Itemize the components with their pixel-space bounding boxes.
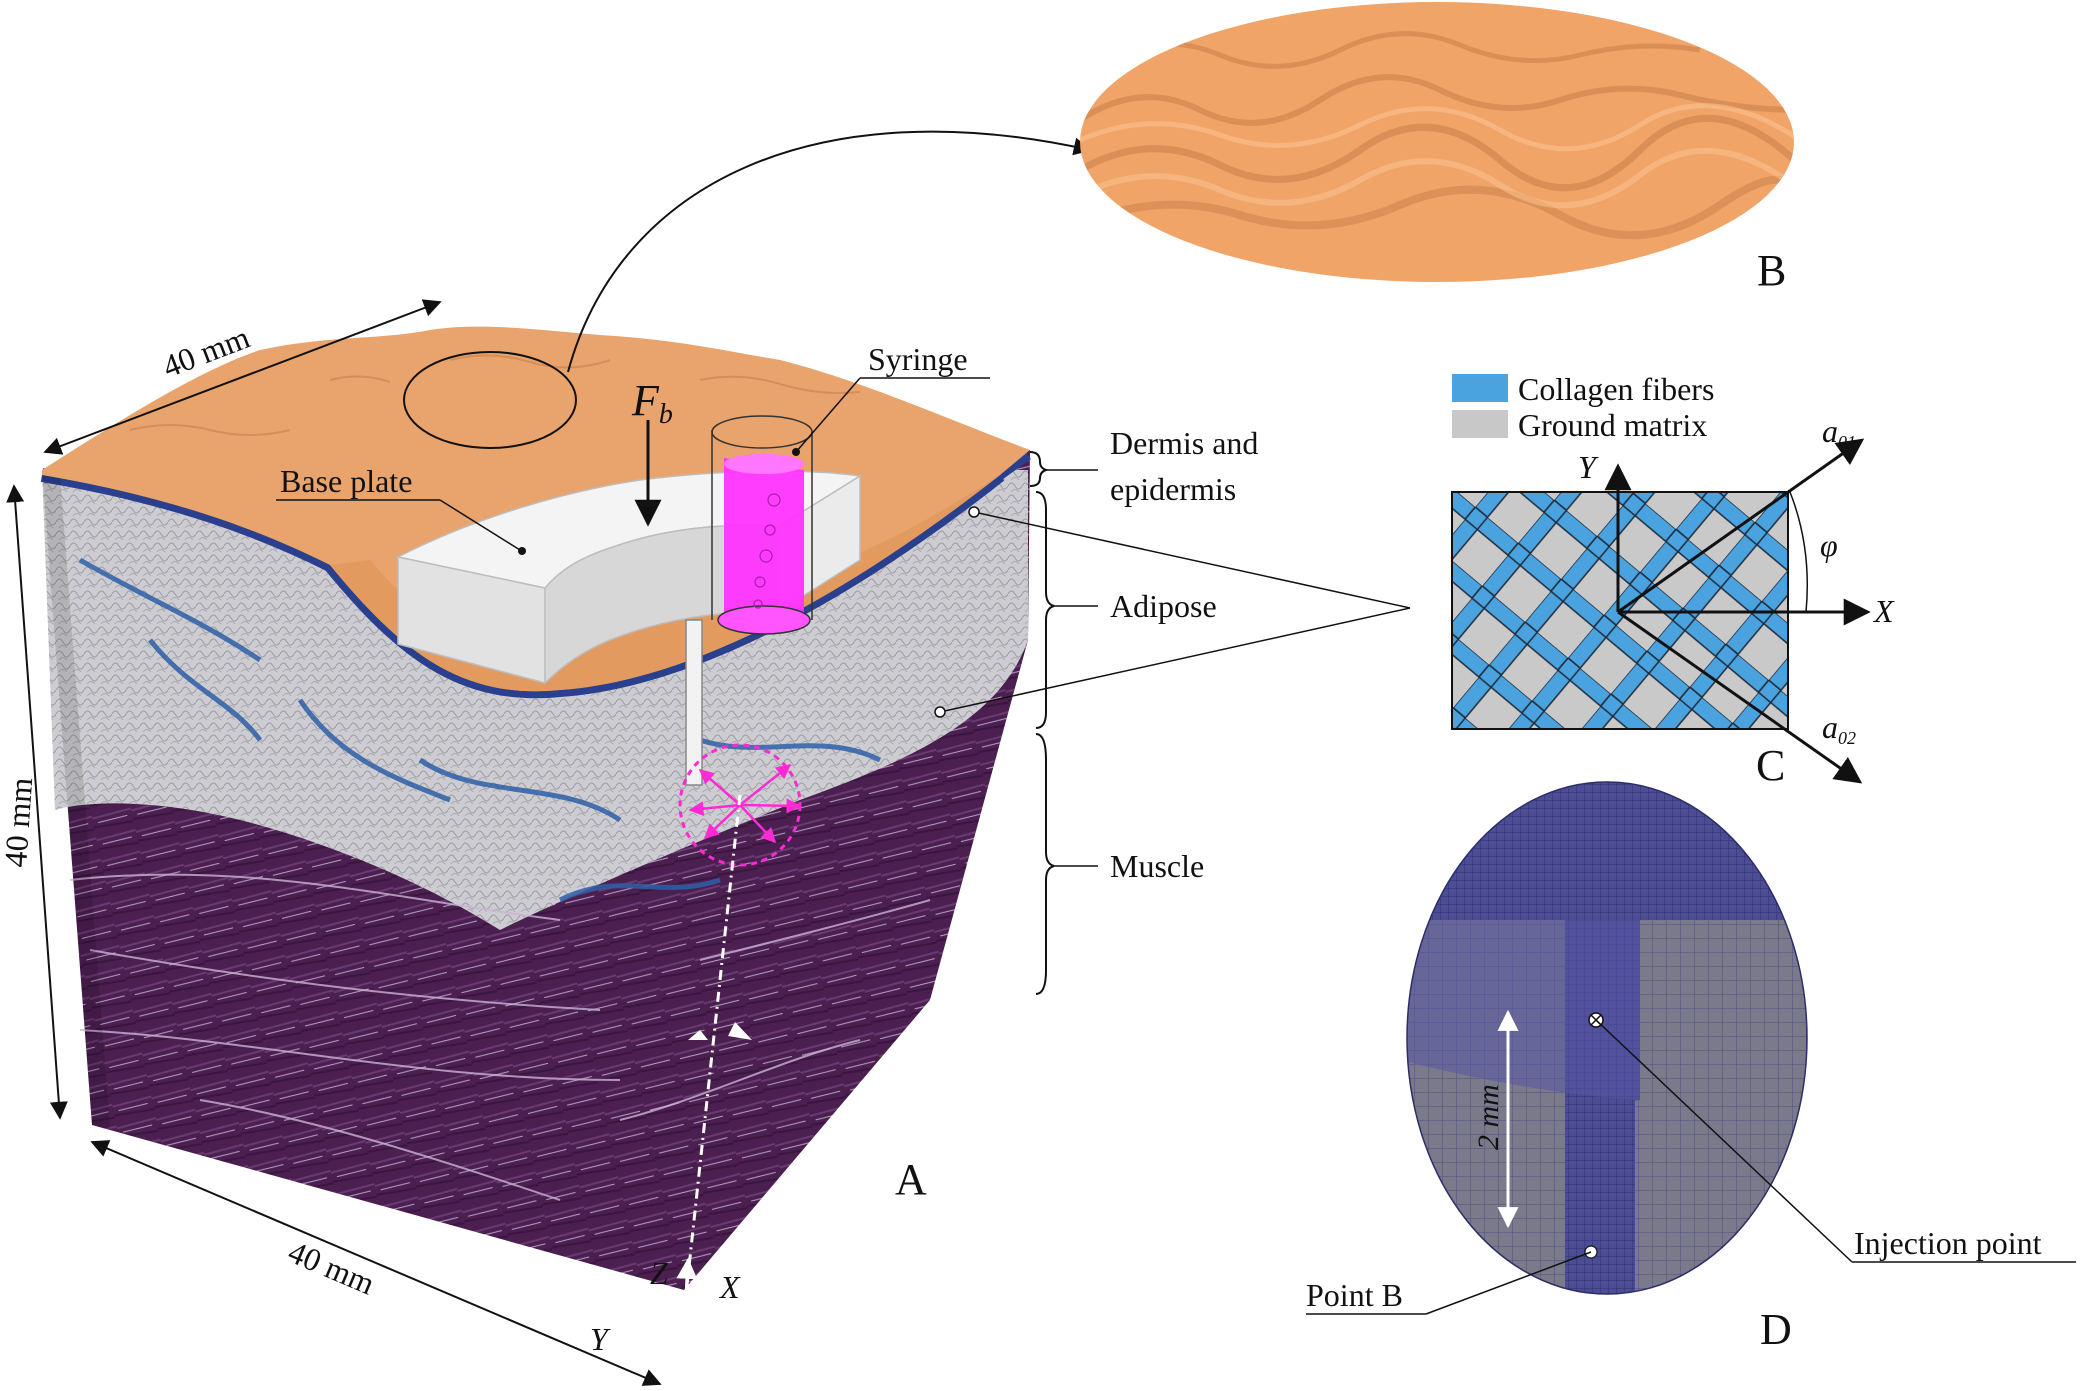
skin-surface-ellipse xyxy=(1080,2,1794,282)
axis-y-label: Y xyxy=(590,1321,611,1357)
dermis-label-line2: epidermis xyxy=(1110,471,1236,507)
axis-z-label: Z xyxy=(650,1255,669,1291)
skin-surface-relief xyxy=(1080,31,1794,240)
legend-label-matrix: Ground matrix xyxy=(1518,407,1707,443)
c-a01-axis xyxy=(1617,438,1865,614)
panel-a-tissue-block: Z X Y Fb Base plate Syringe 40 mm 40 mm … xyxy=(0,130,1411,1386)
injection-arrows xyxy=(688,764,802,844)
base-plate-leader-2 xyxy=(439,499,521,551)
adipose-label: Adipose xyxy=(1110,588,1217,624)
dermis-label-line1: Dermis and xyxy=(1110,425,1258,461)
panel-letter-b: B xyxy=(1757,246,1786,295)
to-c-dot-lower xyxy=(934,706,946,718)
syringe-fluid-top xyxy=(724,454,804,474)
zoom-arrow-to-b xyxy=(567,130,1092,373)
point-b-label: Point B xyxy=(1306,1277,1403,1313)
legend-label-collagen: Collagen fibers xyxy=(1518,371,1714,407)
syringe-bubbles xyxy=(753,493,781,609)
legend-swatch-matrix xyxy=(1452,410,1508,438)
syringe-fluid xyxy=(724,458,804,621)
syringe xyxy=(685,415,813,786)
dim-top-arrow xyxy=(43,299,442,455)
syringe-dot xyxy=(792,448,800,456)
c-x-label: X xyxy=(1872,593,1895,629)
dim-left-arrow xyxy=(6,484,68,1120)
syringe-label: Syringe xyxy=(868,341,968,377)
injection-point-label: Injection point xyxy=(1854,1225,2042,1261)
legend-swatch-collagen xyxy=(1452,374,1508,402)
c-a02-axis xyxy=(1617,610,1863,784)
mesh-blue-wedge xyxy=(1407,920,1640,1100)
c-phi-arc xyxy=(1789,491,1808,613)
mid-arrows xyxy=(688,1022,752,1040)
panel-b-skin-surface: B xyxy=(1080,2,1794,295)
syringe-bottom xyxy=(717,605,811,635)
injection-centerline xyxy=(678,794,742,1351)
panel-letter-d: D xyxy=(1760,1305,1792,1354)
syringe-leader-2 xyxy=(795,377,861,453)
mesh-outline xyxy=(1406,781,1808,1295)
dim-left-label: 40 mm xyxy=(0,776,39,868)
panel-letter-a: A xyxy=(895,1155,927,1204)
base-plate-label: Base plate xyxy=(280,463,412,499)
panel-c-collagen: Collagen fibers Ground matrix Y X φ a01 … xyxy=(1451,371,1895,790)
point-b-leader xyxy=(1425,1251,1592,1315)
injection-site xyxy=(678,743,802,1351)
two-mm-label: 2 mm xyxy=(1472,1084,1505,1150)
c-a02-label: a02 xyxy=(1822,709,1856,748)
to-c-lower xyxy=(939,607,1411,713)
injection-point-leader xyxy=(1595,1019,1853,1263)
front-face-adipose xyxy=(42,470,1028,930)
to-c-dot-upper xyxy=(968,506,980,518)
connective-tissue-streaks xyxy=(78,557,882,903)
syringe-top-rim xyxy=(711,415,813,449)
c-y-label: Y xyxy=(1578,449,1599,485)
muscle-label: Muscle xyxy=(1110,848,1204,884)
base-plate-dot xyxy=(518,547,526,555)
c-phi-label: φ xyxy=(1820,527,1838,563)
c-a01-label: a01 xyxy=(1822,413,1856,452)
skin-cavity xyxy=(330,475,1000,692)
to-c-upper xyxy=(973,511,1411,609)
axis-x-label: X xyxy=(718,1269,741,1305)
panel-letter-c: C xyxy=(1756,741,1785,790)
panel-d-mesh: 2 mm Injection point Point B D xyxy=(1306,781,2076,1354)
syringe-needle xyxy=(685,619,703,786)
dim-bottom-arrow xyxy=(90,1140,662,1386)
dermis-right-edge xyxy=(997,450,1031,480)
layer-braces xyxy=(1029,451,1055,995)
syringe-barrel-outline xyxy=(711,430,813,620)
force-label: Fb xyxy=(631,376,673,430)
